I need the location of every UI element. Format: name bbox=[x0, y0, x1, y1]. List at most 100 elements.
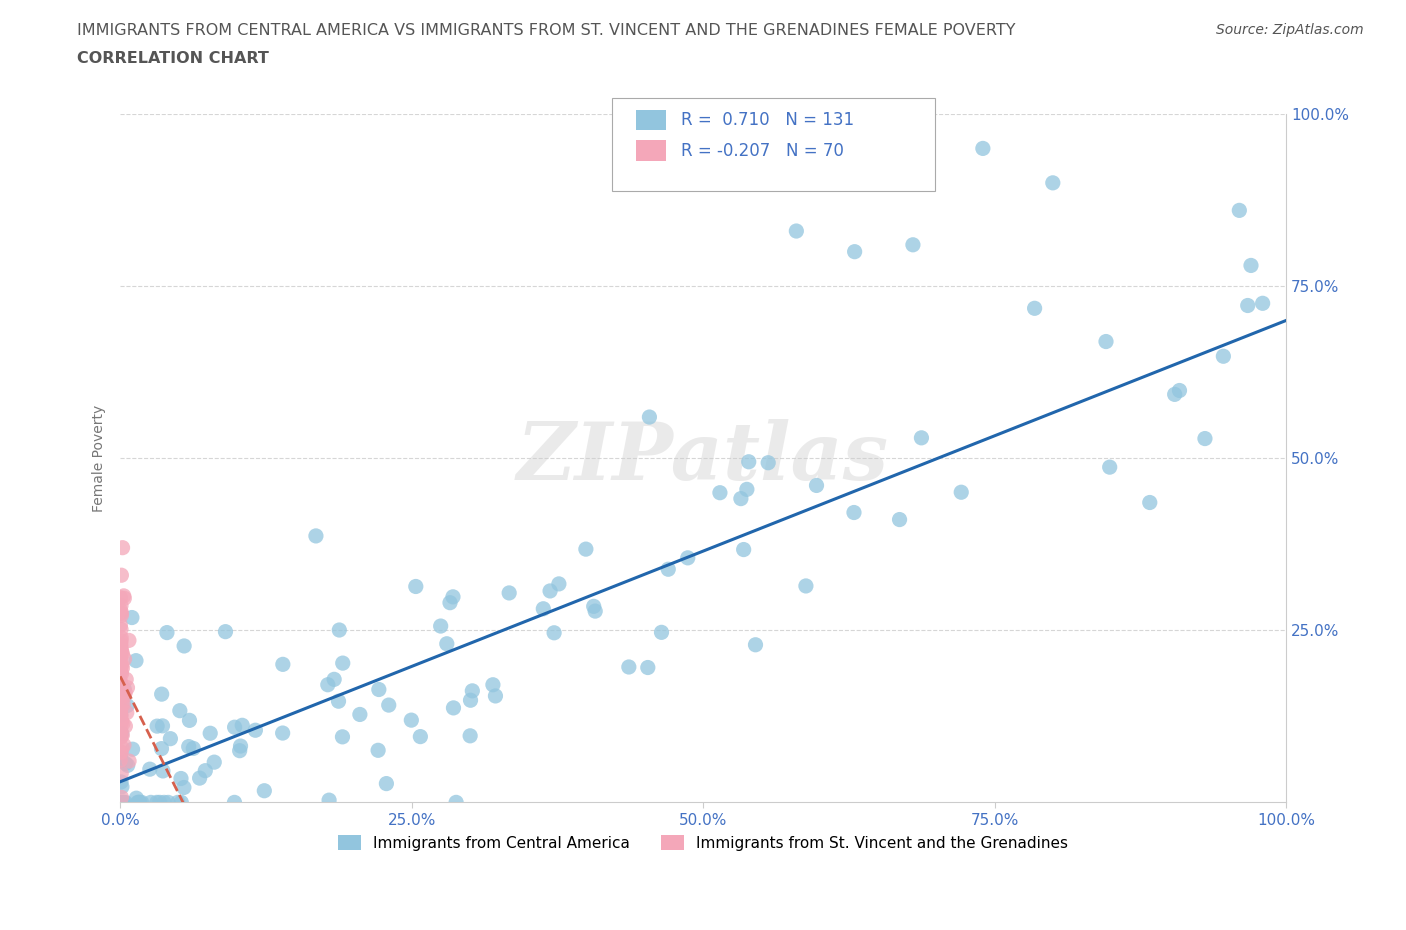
Point bbox=[498, 586, 520, 601]
Point bbox=[318, 792, 340, 807]
Text: CORRELATION CHART: CORRELATION CHART bbox=[77, 51, 269, 66]
Point bbox=[110, 752, 132, 767]
Point bbox=[112, 737, 135, 752]
Point bbox=[548, 577, 571, 591]
Point bbox=[110, 703, 132, 718]
Point bbox=[179, 713, 201, 728]
Point bbox=[950, 485, 973, 499]
Point bbox=[115, 705, 138, 720]
Point bbox=[439, 595, 461, 610]
Point bbox=[170, 771, 193, 786]
Point bbox=[150, 741, 173, 756]
Point bbox=[328, 694, 350, 709]
Point bbox=[409, 729, 432, 744]
Point bbox=[305, 528, 328, 543]
Point bbox=[1168, 383, 1191, 398]
Point bbox=[1042, 176, 1064, 191]
Text: R =  0.710   N = 131: R = 0.710 N = 131 bbox=[681, 111, 853, 129]
Point bbox=[1139, 495, 1161, 510]
Point bbox=[202, 755, 225, 770]
Point bbox=[110, 603, 132, 618]
Point bbox=[1024, 301, 1046, 316]
Point bbox=[794, 578, 817, 593]
Point bbox=[458, 728, 481, 743]
Point bbox=[110, 637, 132, 652]
Point bbox=[111, 661, 134, 676]
Point bbox=[111, 697, 134, 711]
Point bbox=[127, 795, 149, 810]
Point bbox=[231, 718, 253, 733]
Point bbox=[110, 598, 132, 613]
Point bbox=[110, 723, 132, 737]
Point bbox=[153, 795, 176, 810]
Point bbox=[429, 618, 451, 633]
Point bbox=[110, 707, 132, 722]
Point bbox=[436, 636, 458, 651]
Point bbox=[125, 790, 148, 805]
Point bbox=[583, 604, 606, 618]
Point bbox=[110, 664, 132, 679]
Point bbox=[114, 795, 136, 810]
Point bbox=[111, 682, 134, 697]
Text: IMMIGRANTS FROM CENTRAL AMERICA VS IMMIGRANTS FROM ST. VINCENT AND THE GRENADINE: IMMIGRANTS FROM CENTRAL AMERICA VS IMMIG… bbox=[77, 23, 1015, 38]
Point bbox=[159, 731, 181, 746]
Point bbox=[484, 688, 506, 703]
Point bbox=[177, 739, 200, 754]
Point bbox=[531, 602, 554, 617]
Point bbox=[110, 631, 132, 645]
Point bbox=[328, 622, 350, 637]
Point bbox=[110, 714, 132, 729]
Point bbox=[110, 705, 132, 720]
Point bbox=[110, 688, 132, 703]
Point bbox=[170, 795, 193, 810]
Point bbox=[637, 660, 659, 675]
Point bbox=[110, 658, 132, 672]
Point bbox=[110, 679, 132, 694]
Point bbox=[125, 653, 148, 668]
Point bbox=[127, 795, 149, 810]
Point bbox=[401, 712, 423, 727]
Point bbox=[111, 740, 134, 755]
Point bbox=[443, 700, 465, 715]
Point bbox=[110, 683, 132, 698]
Point bbox=[730, 491, 752, 506]
Point bbox=[910, 431, 932, 445]
Point bbox=[152, 764, 174, 778]
Point bbox=[735, 482, 758, 497]
Point bbox=[110, 641, 132, 656]
Point bbox=[110, 689, 132, 704]
Point bbox=[111, 726, 134, 741]
Point bbox=[460, 693, 482, 708]
Point bbox=[538, 583, 561, 598]
Point bbox=[121, 742, 143, 757]
Point bbox=[112, 688, 135, 703]
Point bbox=[110, 638, 132, 653]
Point bbox=[806, 478, 828, 493]
Point bbox=[245, 723, 267, 737]
Point bbox=[110, 658, 132, 672]
Point bbox=[110, 708, 132, 723]
Point bbox=[110, 633, 132, 648]
Point bbox=[110, 622, 132, 637]
Point bbox=[149, 795, 172, 810]
Point bbox=[657, 562, 679, 577]
Point bbox=[332, 729, 354, 744]
Text: R = -0.207   N = 70: R = -0.207 N = 70 bbox=[681, 141, 844, 160]
Point bbox=[110, 728, 132, 743]
Point bbox=[112, 589, 135, 604]
Point bbox=[349, 707, 371, 722]
Point bbox=[112, 697, 135, 711]
Point bbox=[110, 766, 132, 781]
Point bbox=[111, 727, 134, 742]
Point bbox=[461, 684, 484, 698]
Point bbox=[844, 245, 866, 259]
Point bbox=[128, 795, 150, 810]
Point bbox=[111, 644, 134, 658]
Point bbox=[575, 541, 598, 556]
Point bbox=[139, 762, 162, 777]
Point bbox=[110, 675, 132, 690]
Point bbox=[1240, 258, 1263, 272]
Point bbox=[110, 591, 132, 605]
Point bbox=[482, 677, 505, 692]
Point bbox=[110, 605, 132, 620]
